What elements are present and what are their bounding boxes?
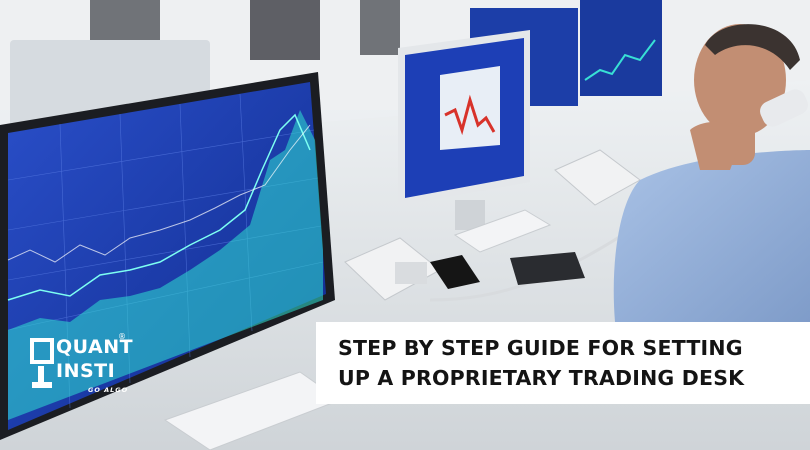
middle-monitor [398,30,530,230]
calculator [510,252,585,285]
background-person [250,0,320,60]
background-person [360,0,400,55]
background-person [90,0,160,45]
title-line-1: STEP BY STEP GUIDE FOR SETTING [338,336,743,360]
logo-word-quant: QUANT [56,336,134,358]
main-monitor [0,72,335,440]
keyboard [453,209,552,253]
handset [760,89,808,127]
mobile-phone [430,255,480,289]
logo-tagline: GO ALGO [88,386,129,394]
title-line-2: UP A PROPRIETARY TRADING DESK [338,366,745,390]
logo-word-insti: INSTI [56,360,116,382]
quantinsti-logo: QUANT INSTI ® GO ALGO [30,330,134,400]
trader-man [613,24,810,322]
logo-mark-icon [30,338,54,388]
desk-phone [344,237,441,301]
logo-registered-mark: ® [118,332,126,341]
title-banner: STEP BY STEP GUIDE FOR SETTING UP A PROP… [316,322,810,404]
back-chart-line [584,39,656,81]
